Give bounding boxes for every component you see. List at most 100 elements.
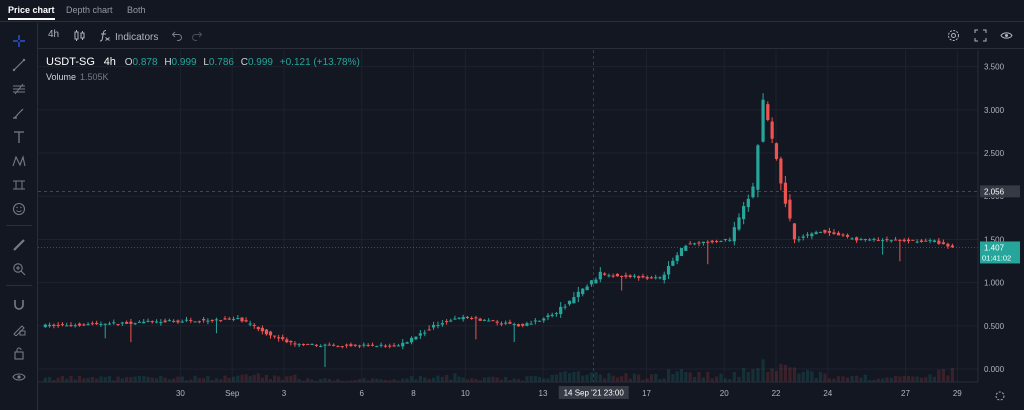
volume-bar [554, 374, 558, 382]
volume-bar [832, 378, 836, 382]
volume-bar [272, 375, 277, 382]
volume-bar [662, 378, 666, 382]
text-icon[interactable] [9, 127, 29, 147]
candle-body [941, 242, 945, 245]
legend-interval: 4h [103, 56, 116, 68]
candle-body [314, 344, 318, 346]
candle-body [937, 240, 941, 244]
volume-bar [349, 380, 353, 382]
candle-body [550, 314, 554, 316]
candle-body [231, 318, 236, 320]
interval-selector[interactable]: 4h [48, 29, 60, 40]
candle-body [818, 231, 823, 233]
indicators-label: Indicators [115, 31, 159, 43]
candle-body [219, 320, 223, 322]
volume-bar [256, 373, 260, 382]
tab-depth-chart[interactable]: Depth chart [66, 5, 113, 15]
tab-both[interactable]: Both [127, 5, 146, 15]
candle-body [43, 324, 47, 328]
volume-bar [107, 375, 112, 382]
volume-bar [529, 375, 533, 382]
candle-body [607, 275, 611, 277]
settings-gear-icon[interactable] [947, 29, 960, 42]
candle-body [392, 345, 396, 347]
zoom-in-icon[interactable] [9, 259, 29, 279]
volume-bar [362, 378, 366, 382]
volume-bar [611, 375, 615, 382]
volume-bar [841, 376, 845, 382]
candle-body [193, 321, 197, 323]
chart-legend: USDT-SG 4h O0.878 H0.999 L0.786 C0.999 +… [46, 56, 360, 68]
volume-bar [43, 377, 47, 382]
volume-bar [310, 379, 314, 382]
legend-h-label: H [164, 57, 172, 68]
volume-bar [163, 377, 167, 382]
tab-price-chart[interactable]: Price chart [8, 5, 55, 20]
eye-icon[interactable] [9, 367, 29, 387]
volume-bar [495, 377, 499, 382]
trend-line-icon[interactable] [9, 55, 29, 75]
candle-body [581, 288, 585, 295]
volume-bar [567, 373, 572, 382]
crosshair-icon[interactable] [9, 31, 29, 51]
volume-bar [252, 374, 256, 382]
volume-bar [445, 374, 449, 382]
candles-icon[interactable] [73, 29, 86, 42]
lock-drawing-icon[interactable] [9, 319, 29, 339]
legend-close: 0.999 [247, 57, 273, 68]
volume-bar [701, 377, 705, 382]
volume-bar [805, 370, 810, 382]
axis-settings-icon[interactable] [995, 391, 1005, 401]
ruler-icon[interactable] [9, 235, 29, 255]
candle-body [401, 342, 405, 347]
candle-body [133, 323, 137, 325]
fullscreen-icon[interactable] [974, 29, 987, 42]
volume-bar [615, 377, 620, 382]
volume-bar [603, 378, 607, 382]
candle-body [679, 248, 684, 256]
candle-body [297, 344, 301, 346]
undo-icon[interactable] [171, 29, 184, 42]
brush-icon[interactable] [9, 103, 29, 123]
redo-icon[interactable] [190, 29, 203, 42]
candle-body [706, 241, 710, 243]
volume-bar [214, 378, 219, 382]
countdown-label: 01:41:02 [982, 253, 1011, 262]
pattern-icon[interactable] [9, 151, 29, 171]
volume-bar [474, 379, 478, 382]
emoji-icon[interactable] [9, 199, 29, 219]
magnet-icon[interactable] [9, 295, 29, 315]
candle-body [516, 324, 521, 327]
volume-bar [414, 379, 418, 382]
volume-bar [142, 376, 146, 382]
candle-body [332, 344, 336, 346]
candle-body [252, 325, 256, 327]
function-icon [98, 29, 111, 45]
volume-bar [344, 380, 349, 382]
candle-body [915, 241, 919, 243]
candle-body [306, 343, 310, 345]
projection-icon[interactable] [9, 175, 29, 195]
indicators-button[interactable]: Indicators [98, 29, 158, 45]
volume-bar [323, 378, 327, 382]
candle-body [576, 291, 580, 298]
volume-bar [180, 376, 184, 382]
price-chart[interactable]: 3.5003.0002.5002.0001.5001.0000.5000.000… [38, 50, 1024, 410]
candle-body [932, 240, 937, 242]
candle-body [620, 275, 624, 277]
volume-bar [742, 367, 746, 382]
candle-body [688, 243, 692, 245]
legend-open: 0.878 [132, 57, 158, 68]
volume-bar [732, 372, 736, 382]
candle-body [589, 280, 594, 285]
volume-bar [327, 378, 331, 382]
volume-bar [516, 379, 521, 382]
volume-bar [581, 375, 585, 382]
visibility-eye-icon[interactable] [1000, 29, 1013, 42]
fib-icon[interactable] [9, 79, 29, 99]
candle-body [924, 240, 928, 242]
candle-body [559, 306, 563, 315]
volume-bar [159, 376, 163, 382]
volume-bar [906, 375, 911, 382]
lock-icon[interactable] [9, 343, 29, 363]
